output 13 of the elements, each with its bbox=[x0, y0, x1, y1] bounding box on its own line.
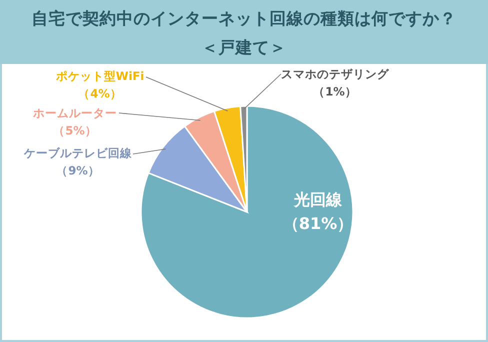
slice-label: スマホのテザリング bbox=[281, 67, 390, 81]
pie-slice bbox=[140, 105, 354, 319]
data-label: （81%） bbox=[282, 214, 354, 233]
slice-label: ポケット型WiFi bbox=[54, 69, 144, 83]
slice-label: ケーブルテレビ回線 bbox=[23, 146, 133, 160]
chart-title: 自宅で契約中のインターネット回線の種類は何ですか？ bbox=[32, 9, 456, 28]
data-label: （5%） bbox=[53, 123, 97, 138]
slice-label: ホームルーター bbox=[32, 106, 117, 120]
slice-label: 光回線 bbox=[293, 190, 343, 209]
chart-subtitle: ＜戸建て＞ bbox=[202, 38, 286, 57]
data-label: （4%） bbox=[78, 86, 122, 100]
data-label: （9%） bbox=[56, 163, 100, 178]
data-label: （1%） bbox=[313, 84, 357, 98]
